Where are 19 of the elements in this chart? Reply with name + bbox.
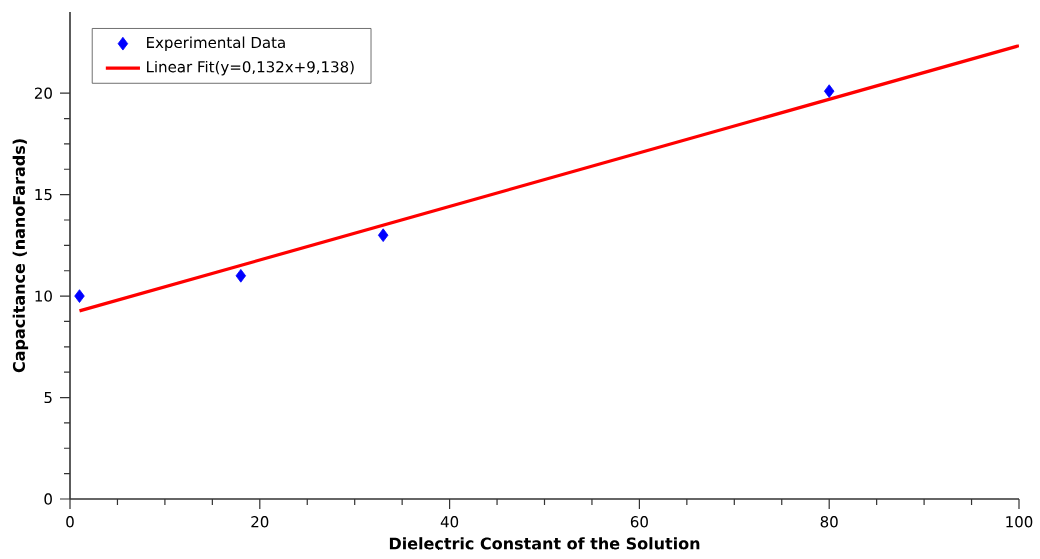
x-axis-title: Dielectric Constant of the Solution (389, 537, 700, 550)
y-tick-label: 15 (35, 189, 52, 201)
x-tick-label: 80 (820, 516, 838, 528)
point (74, 289, 85, 303)
point (824, 84, 835, 98)
legend-label: Experimental Data (147, 36, 285, 51)
x-tick-label: 20 (251, 516, 269, 528)
y-axis-title: Capacitance (nanoFarads) (12, 139, 29, 373)
x-tick-label: 100 (1006, 516, 1033, 528)
x-tick-label: 60 (630, 516, 648, 528)
point (377, 228, 389, 243)
point (235, 268, 247, 283)
y-tick-label: 20 (34, 87, 52, 99)
y-tick-label: 10 (35, 290, 52, 302)
legend-label: Linear Fit(y=0,132x+9,138) (147, 60, 354, 76)
x-tick-label: 0 (66, 516, 74, 528)
y-tick-label: 5 (44, 391, 52, 404)
x-tick-label: 40 (440, 516, 459, 528)
y-tick-label: 0 (44, 493, 52, 505)
